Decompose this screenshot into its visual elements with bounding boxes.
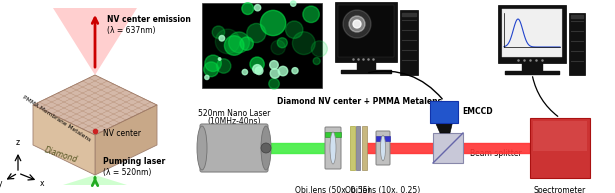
Bar <box>350 126 355 170</box>
Circle shape <box>292 68 298 74</box>
Circle shape <box>224 36 244 55</box>
Bar <box>433 133 463 163</box>
Circle shape <box>303 6 319 23</box>
Circle shape <box>285 21 303 38</box>
Ellipse shape <box>261 126 271 170</box>
Text: z: z <box>16 138 20 147</box>
Circle shape <box>261 143 271 153</box>
Text: Obj.lens (10x, 0.25): Obj.lens (10x, 0.25) <box>346 186 421 193</box>
Bar <box>338 5 394 57</box>
Bar <box>569 13 585 75</box>
Circle shape <box>278 66 288 76</box>
Polygon shape <box>33 75 157 135</box>
Circle shape <box>353 20 361 28</box>
Circle shape <box>349 16 365 32</box>
Ellipse shape <box>381 135 386 161</box>
Circle shape <box>205 55 221 72</box>
Circle shape <box>240 37 253 50</box>
Circle shape <box>219 36 224 41</box>
Bar <box>430 101 458 123</box>
Bar <box>325 132 341 137</box>
Circle shape <box>205 75 209 80</box>
Circle shape <box>242 69 248 75</box>
Polygon shape <box>435 123 453 133</box>
Circle shape <box>269 79 279 89</box>
Circle shape <box>313 58 320 65</box>
Circle shape <box>247 23 266 43</box>
Polygon shape <box>63 175 127 185</box>
Bar <box>376 136 390 141</box>
FancyBboxPatch shape <box>200 124 268 172</box>
Bar <box>502 9 562 57</box>
Circle shape <box>270 69 280 78</box>
Circle shape <box>261 10 286 36</box>
Circle shape <box>250 57 264 71</box>
Polygon shape <box>33 105 95 175</box>
Circle shape <box>343 10 371 38</box>
Circle shape <box>229 32 250 53</box>
Bar <box>362 126 367 170</box>
Bar <box>202 3 322 88</box>
Circle shape <box>311 41 327 57</box>
Circle shape <box>270 61 278 69</box>
Circle shape <box>255 67 263 74</box>
Circle shape <box>218 58 221 60</box>
Ellipse shape <box>330 132 336 164</box>
Ellipse shape <box>197 126 207 170</box>
Bar <box>400 10 418 75</box>
Text: (10MHz-40ns): (10MHz-40ns) <box>207 117 261 126</box>
Circle shape <box>290 1 296 6</box>
FancyBboxPatch shape <box>376 131 390 165</box>
Circle shape <box>253 65 262 74</box>
Text: NV center: NV center <box>103 129 141 137</box>
Bar <box>356 126 360 170</box>
Text: PMMA Membrane Metalens: PMMA Membrane Metalens <box>22 95 92 143</box>
Bar <box>530 118 590 178</box>
Text: y: y <box>0 179 2 188</box>
Circle shape <box>271 40 285 55</box>
Text: 520nm Nano Laser: 520nm Nano Laser <box>198 109 270 118</box>
Circle shape <box>204 62 218 77</box>
Text: (λ = 520nm): (λ = 520nm) <box>103 168 151 177</box>
Text: Spectrometer: Spectrometer <box>534 186 586 193</box>
Text: Diamond: Diamond <box>43 145 79 165</box>
Circle shape <box>216 59 231 73</box>
Bar <box>335 2 397 62</box>
Circle shape <box>242 3 253 14</box>
Text: NV center emission: NV center emission <box>107 15 191 25</box>
Circle shape <box>212 26 224 38</box>
Circle shape <box>215 29 240 54</box>
Text: EMCCD: EMCCD <box>462 108 493 117</box>
Text: x: x <box>40 179 44 188</box>
Bar <box>533 121 587 151</box>
Text: (λ = 637nm): (λ = 637nm) <box>107 25 156 35</box>
Circle shape <box>255 5 261 11</box>
Text: Diamond NV center + PMMA Metalens: Diamond NV center + PMMA Metalens <box>277 97 443 106</box>
Text: Pumping laser: Pumping laser <box>103 157 165 167</box>
Polygon shape <box>53 8 137 75</box>
Polygon shape <box>95 105 157 175</box>
Text: Obj.lens (50x, 0.55): Obj.lens (50x, 0.55) <box>295 186 371 193</box>
Text: Beam splitter: Beam splitter <box>470 148 522 157</box>
Bar <box>498 5 566 63</box>
FancyBboxPatch shape <box>325 127 341 169</box>
Circle shape <box>292 32 315 55</box>
Circle shape <box>277 38 287 48</box>
